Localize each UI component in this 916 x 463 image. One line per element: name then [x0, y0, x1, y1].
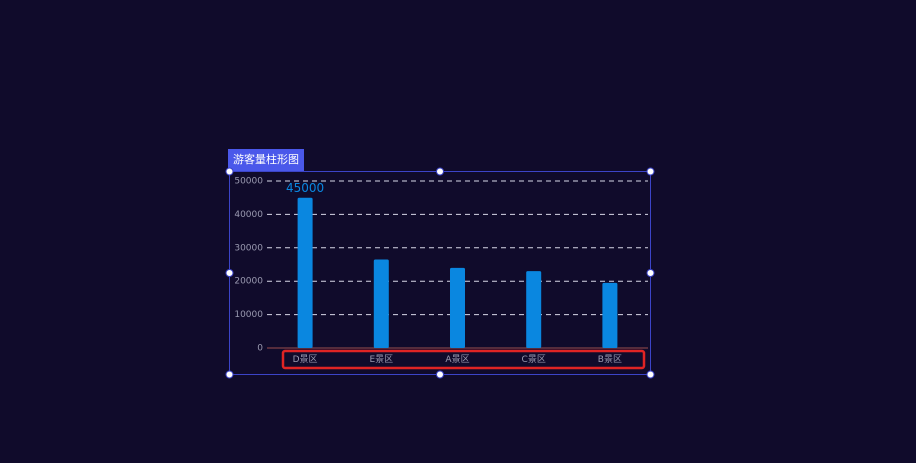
handle[interactable]	[436, 167, 444, 176]
handle[interactable]	[436, 370, 444, 379]
handle[interactable]	[646, 370, 655, 379]
handle[interactable]	[225, 370, 234, 379]
selection-box[interactable]	[229, 171, 651, 375]
handle[interactable]	[646, 269, 655, 277]
handle[interactable]	[225, 167, 234, 176]
y-tick-label: 10000	[234, 310, 263, 320]
handle[interactable]	[646, 167, 655, 176]
y-tick-label: 50000	[234, 177, 263, 187]
bar	[297, 197, 313, 348]
panel-label: 游客量柱形图	[233, 152, 299, 166]
value-label: 45000	[286, 181, 324, 195]
y-tick-label: 30000	[234, 243, 263, 253]
x-tick-label: D景区	[293, 354, 318, 365]
panel-tag[interactable]	[228, 149, 304, 171]
highlight-box	[281, 349, 646, 370]
bar	[602, 282, 618, 348]
resize-handles[interactable]	[225, 167, 655, 379]
bar	[450, 267, 465, 348]
x-tick-label: B景区	[598, 354, 622, 365]
y-tick-label: 20000	[234, 277, 263, 287]
handle[interactable]	[225, 269, 234, 277]
bar	[373, 259, 389, 348]
y-tick-label: 0	[257, 344, 263, 354]
x-tick-label: C景区	[522, 354, 546, 365]
y-tick-label: 40000	[234, 210, 263, 220]
x-tick-label: A景区	[445, 354, 469, 365]
plot: 0 10000 20000 30000 40000 50000 D景区 45000 E景区 A景区…	[234, 177, 648, 365]
x-tick-label: E景区	[369, 354, 393, 365]
bar	[526, 271, 542, 348]
